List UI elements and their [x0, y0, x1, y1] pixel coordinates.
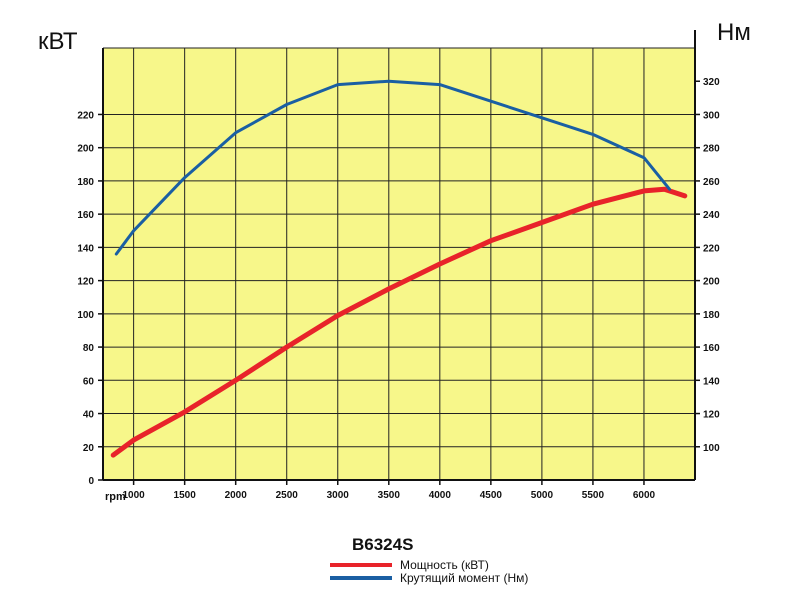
y-left-tick-label: 180	[77, 177, 94, 188]
x-axis-label: rpm	[105, 491, 126, 503]
y-left-tick-label: 120	[77, 277, 94, 288]
x-tick-label: 4500	[480, 490, 503, 501]
y-right-tick-label: 220	[703, 243, 720, 254]
y-axis-left-label: кВТ	[38, 28, 78, 55]
legend: Мощность (кВТ) Крутящий момент (Нм)	[330, 558, 528, 585]
y-right-tick-label: 260	[703, 177, 720, 188]
y-right-tick-label: 140	[703, 376, 720, 387]
y-right-tick-label: 100	[703, 443, 720, 454]
x-axis-ticks: 1000 1500 2000 2500 3000 3500 4000 4500 5000 5500…	[122, 480, 656, 501]
y-right-tick-label: 160	[703, 343, 720, 354]
x-tick-label: 6000	[633, 490, 656, 501]
chart-title: B6324S	[352, 535, 413, 554]
y-right-tick-label: 120	[703, 410, 720, 421]
x-tick-label: 1500	[174, 490, 197, 501]
y-left-tick-label: 220	[77, 110, 94, 121]
legend-label-power: Мощность (кВТ)	[400, 558, 489, 572]
x-tick-label: 1000	[122, 490, 145, 501]
y-left-tick-label: 20	[83, 443, 95, 454]
axes	[102, 30, 696, 481]
y-left-tick-label: 60	[83, 376, 95, 387]
x-tick-label: 2500	[276, 490, 299, 501]
plot-area	[103, 48, 695, 480]
y-right-tick-label: 200	[703, 277, 720, 288]
x-tick-label: 5000	[531, 490, 554, 501]
x-tick-label: 3500	[378, 490, 401, 501]
y-axis-right-ticks: 100 120 140 160 180 200 220 240 260 280 300 320	[695, 77, 720, 454]
y-right-tick-label: 280	[703, 144, 720, 155]
y-left-tick-label: 40	[83, 410, 95, 421]
series-line-torque	[114, 79, 671, 256]
series	[110, 79, 688, 458]
grid	[103, 47, 695, 480]
y-left-tick-label: 200	[77, 144, 94, 155]
y-axis-left-ticks: 0 20 40 60 80 100 120 140 160 180 200 220	[77, 110, 103, 487]
y-axis-right-label: Нм	[717, 19, 751, 46]
legend-label-torque: Крутящий момент (Нм)	[400, 571, 528, 585]
y-left-tick-label: 80	[83, 343, 95, 354]
x-tick-label: 2000	[225, 490, 248, 501]
y-right-tick-label: 180	[703, 310, 720, 321]
series-line-power	[110, 186, 688, 458]
y-right-tick-label: 240	[703, 210, 720, 221]
y-left-tick-label: 140	[77, 243, 94, 254]
x-tick-label: 4000	[429, 490, 452, 501]
y-left-tick-label: 160	[77, 210, 94, 221]
x-tick-label: 3000	[327, 490, 350, 501]
y-right-tick-label: 300	[703, 110, 720, 121]
y-right-tick-label: 320	[703, 77, 720, 88]
y-left-tick-label: 100	[77, 310, 94, 321]
y-left-tick-label: 0	[88, 476, 94, 487]
x-tick-label: 5500	[582, 490, 605, 501]
